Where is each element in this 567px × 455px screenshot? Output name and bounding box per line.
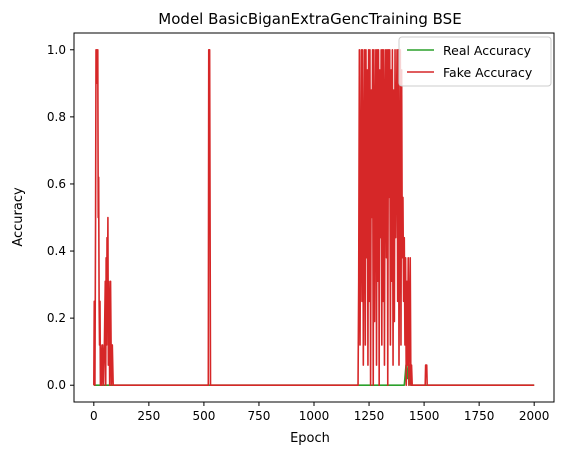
- y-tick-label: 0.4: [47, 244, 66, 258]
- x-axis-label: Epoch: [290, 431, 330, 446]
- x-tick-label: 1500: [409, 409, 440, 423]
- x-tick-label: 500: [192, 409, 215, 423]
- legend: Real Accuracy Fake Accuracy: [398, 36, 552, 87]
- legend-label-fake-accuracy: Fake Accuracy: [443, 65, 533, 80]
- y-tick-label: 1.0: [47, 43, 66, 57]
- x-tick-label: 750: [248, 409, 271, 423]
- legend-label-real-accuracy: Real Accuracy: [443, 43, 532, 58]
- x-tick-label: 250: [137, 409, 160, 423]
- chart-title: Model BasicBiganExtraGencTraining BSE: [158, 10, 461, 28]
- x-axis-ticks: 0 250 500 750 1000 1250 1500 1750 2000: [90, 402, 549, 423]
- y-tick-label: 0.6: [47, 177, 66, 191]
- legend-box: [398, 36, 552, 87]
- y-axis-label: Accuracy: [11, 187, 26, 247]
- y-tick-label: 0.0: [47, 378, 66, 392]
- x-tick-label: 2000: [519, 409, 550, 423]
- y-tick-label: 0.8: [47, 110, 66, 124]
- y-axis-ticks: 0.0 0.2 0.4 0.6 0.8 1.0: [47, 43, 74, 392]
- x-tick-label: 0: [90, 409, 98, 423]
- x-tick-label: 1000: [299, 409, 330, 423]
- y-tick-label: 0.2: [47, 311, 66, 325]
- x-tick-label: 1250: [354, 409, 385, 423]
- x-tick-label: 1750: [464, 409, 495, 423]
